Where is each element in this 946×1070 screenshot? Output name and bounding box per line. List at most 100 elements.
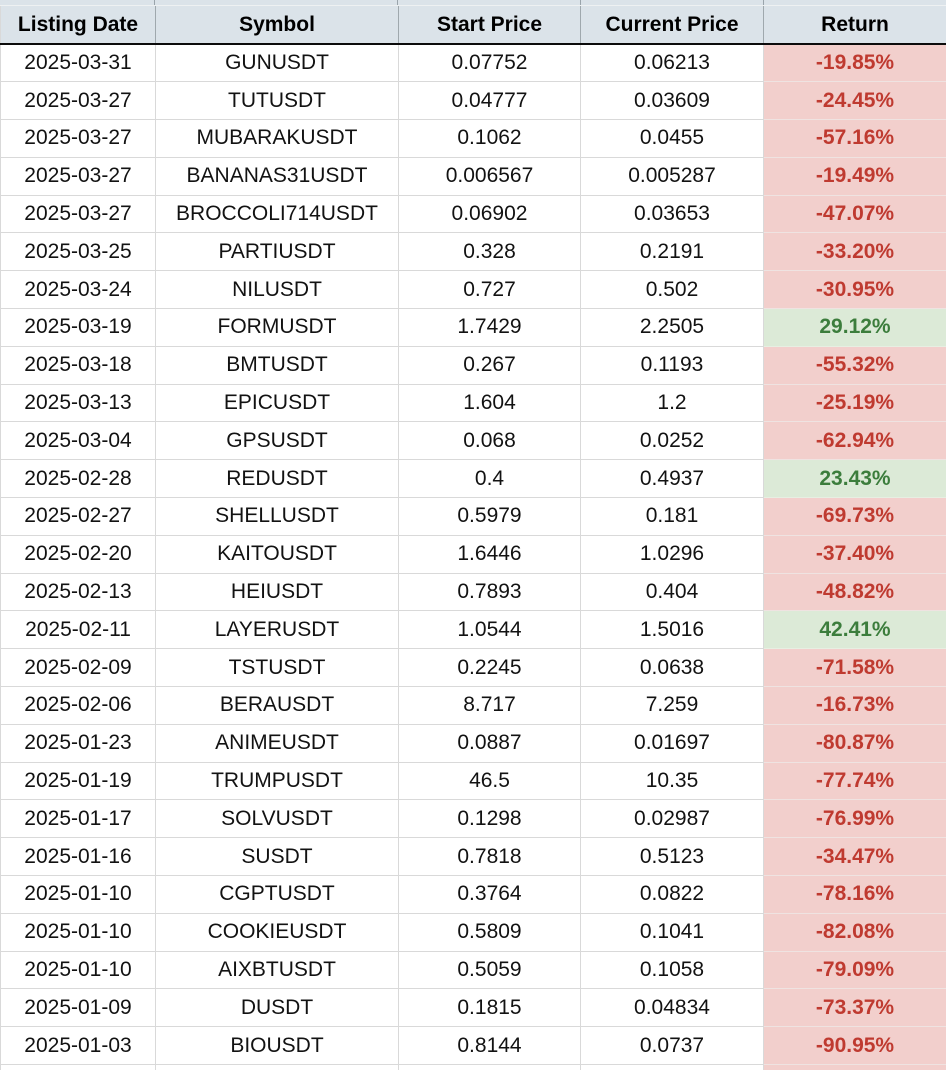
current-price-cell[interactable]: 1.0296 — [580, 535, 764, 574]
current-price-cell[interactable]: 0.4937 — [580, 459, 764, 499]
symbol-cell[interactable]: BIOUSDT — [155, 1026, 399, 1066]
return-cell[interactable]: 29.12% — [763, 308, 946, 347]
column-header-return[interactable]: Return — [763, 6, 946, 45]
column-header-listing-date[interactable]: Listing Date — [0, 6, 156, 45]
start-price-cell[interactable]: 0.04777 — [398, 81, 581, 121]
symbol-cell[interactable]: BERAUSDT — [155, 686, 399, 725]
listing-date-cell[interactable]: 2025-03-25 — [0, 232, 156, 272]
return-cell[interactable] — [763, 1064, 946, 1070]
symbol-cell[interactable]: DUSDT — [155, 988, 399, 1028]
return-cell[interactable]: -34.47% — [763, 837, 946, 877]
symbol-cell[interactable]: HEIUSDT — [155, 573, 399, 612]
return-cell[interactable]: -48.82% — [763, 573, 946, 612]
start-price-cell[interactable]: 0.267 — [398, 346, 581, 385]
start-price-cell[interactable]: 0.1062 — [398, 119, 581, 158]
listing-date-cell[interactable]: 2025-03-27 — [0, 119, 156, 158]
start-price-cell[interactable]: 0.2245 — [398, 648, 581, 688]
return-cell[interactable]: -90.95% — [763, 1026, 946, 1066]
start-price-cell[interactable]: 0.727 — [398, 270, 581, 310]
column-header-start-price[interactable]: Start Price — [398, 6, 581, 45]
symbol-cell[interactable]: GUNUSDT — [155, 44, 399, 83]
listing-date-cell[interactable]: 2025-02-11 — [0, 610, 156, 650]
listing-date-cell[interactable]: 2025-03-18 — [0, 346, 156, 385]
return-cell[interactable]: -24.45% — [763, 81, 946, 121]
symbol-cell[interactable]: SUSDT — [155, 837, 399, 877]
current-price-cell[interactable]: 0.1193 — [580, 346, 764, 385]
current-price-cell[interactable]: 0.5123 — [580, 837, 764, 877]
column-header-symbol[interactable]: Symbol — [155, 6, 399, 45]
return-cell[interactable]: -73.37% — [763, 988, 946, 1028]
symbol-cell[interactable]: LAYERUSDT — [155, 610, 399, 650]
listing-date-cell[interactable]: 2025-01-10 — [0, 913, 156, 952]
return-cell[interactable]: -76.99% — [763, 799, 946, 839]
start-price-cell[interactable]: 1.604 — [398, 384, 581, 423]
start-price-cell[interactable]: 0.068 — [398, 421, 581, 461]
symbol-cell[interactable]: FORMUSDT — [155, 308, 399, 347]
listing-date-cell[interactable]: 2025-03-04 — [0, 421, 156, 461]
symbol-cell[interactable]: TRUMPUSDT — [155, 762, 399, 801]
listing-date-cell[interactable]: 2025-01-17 — [0, 799, 156, 839]
return-cell[interactable]: -79.09% — [763, 951, 946, 990]
return-cell[interactable]: -69.73% — [763, 497, 946, 536]
start-price-cell[interactable]: 0.4 — [398, 459, 581, 499]
symbol-cell[interactable]: MUBARAKUSDT — [155, 119, 399, 158]
symbol-cell[interactable]: ANIMEUSDT — [155, 724, 399, 763]
start-price-cell[interactable]: 0.3764 — [398, 875, 581, 914]
start-price-cell[interactable]: 0.06902 — [398, 195, 581, 234]
return-cell[interactable]: -37.40% — [763, 535, 946, 574]
start-price-cell[interactable] — [398, 1064, 581, 1070]
symbol-cell[interactable]: NILUSDT — [155, 270, 399, 310]
start-price-cell[interactable]: 1.0544 — [398, 610, 581, 650]
listing-date-cell[interactable]: 2025-03-19 — [0, 308, 156, 347]
start-price-cell[interactable]: 1.6446 — [398, 535, 581, 574]
current-price-cell[interactable]: 0.03653 — [580, 195, 764, 234]
symbol-cell[interactable]: CGPTUSDT — [155, 875, 399, 914]
start-price-cell[interactable]: 0.1298 — [398, 799, 581, 839]
listing-date-cell[interactable]: 2025-03-27 — [0, 157, 156, 196]
start-price-cell[interactable]: 1.7429 — [398, 308, 581, 347]
current-price-cell[interactable]: 0.005287 — [580, 157, 764, 196]
symbol-cell[interactable]: TUTUSDT — [155, 81, 399, 121]
listing-date-cell[interactable]: 2025-02-28 — [0, 459, 156, 499]
current-price-cell[interactable]: 0.03609 — [580, 81, 764, 121]
symbol-cell[interactable] — [155, 1064, 399, 1070]
return-cell[interactable]: -77.74% — [763, 762, 946, 801]
current-price-cell[interactable]: 2.2505 — [580, 308, 764, 347]
return-cell[interactable]: -19.85% — [763, 44, 946, 83]
current-price-cell[interactable]: 0.0252 — [580, 421, 764, 461]
return-cell[interactable]: -33.20% — [763, 232, 946, 272]
current-price-cell[interactable]: 0.0822 — [580, 875, 764, 914]
current-price-cell[interactable]: 0.181 — [580, 497, 764, 536]
current-price-cell[interactable]: 0.2191 — [580, 232, 764, 272]
symbol-cell[interactable]: BMTUSDT — [155, 346, 399, 385]
return-cell[interactable]: -62.94% — [763, 421, 946, 461]
symbol-cell[interactable]: COOKIEUSDT — [155, 913, 399, 952]
listing-date-cell[interactable]: 2025-03-31 — [0, 44, 156, 83]
listing-date-cell[interactable] — [0, 1064, 156, 1070]
start-price-cell[interactable]: 0.5809 — [398, 913, 581, 952]
symbol-cell[interactable]: TSTUSDT — [155, 648, 399, 688]
listing-date-cell[interactable]: 2025-01-19 — [0, 762, 156, 801]
start-price-cell[interactable]: 0.006567 — [398, 157, 581, 196]
listing-date-cell[interactable]: 2025-01-23 — [0, 724, 156, 763]
return-cell[interactable]: -55.32% — [763, 346, 946, 385]
start-price-cell[interactable]: 8.717 — [398, 686, 581, 725]
symbol-cell[interactable]: SOLVUSDT — [155, 799, 399, 839]
current-price-cell[interactable]: 10.35 — [580, 762, 764, 801]
listing-date-cell[interactable]: 2025-01-10 — [0, 875, 156, 914]
listing-date-cell[interactable]: 2025-02-09 — [0, 648, 156, 688]
start-price-cell[interactable]: 0.5979 — [398, 497, 581, 536]
start-price-cell[interactable]: 0.07752 — [398, 44, 581, 83]
current-price-cell[interactable]: 0.02987 — [580, 799, 764, 839]
start-price-cell[interactable]: 0.5059 — [398, 951, 581, 990]
start-price-cell[interactable]: 0.0887 — [398, 724, 581, 763]
start-price-cell[interactable]: 0.8144 — [398, 1026, 581, 1066]
current-price-cell[interactable]: 0.1058 — [580, 951, 764, 990]
current-price-cell[interactable]: 1.2 — [580, 384, 764, 423]
current-price-cell[interactable]: 7.259 — [580, 686, 764, 725]
listing-date-cell[interactable]: 2025-01-16 — [0, 837, 156, 877]
return-cell[interactable]: -82.08% — [763, 913, 946, 952]
listing-date-cell[interactable]: 2025-03-27 — [0, 195, 156, 234]
symbol-cell[interactable]: KAITOUSDT — [155, 535, 399, 574]
return-cell[interactable]: 23.43% — [763, 459, 946, 499]
